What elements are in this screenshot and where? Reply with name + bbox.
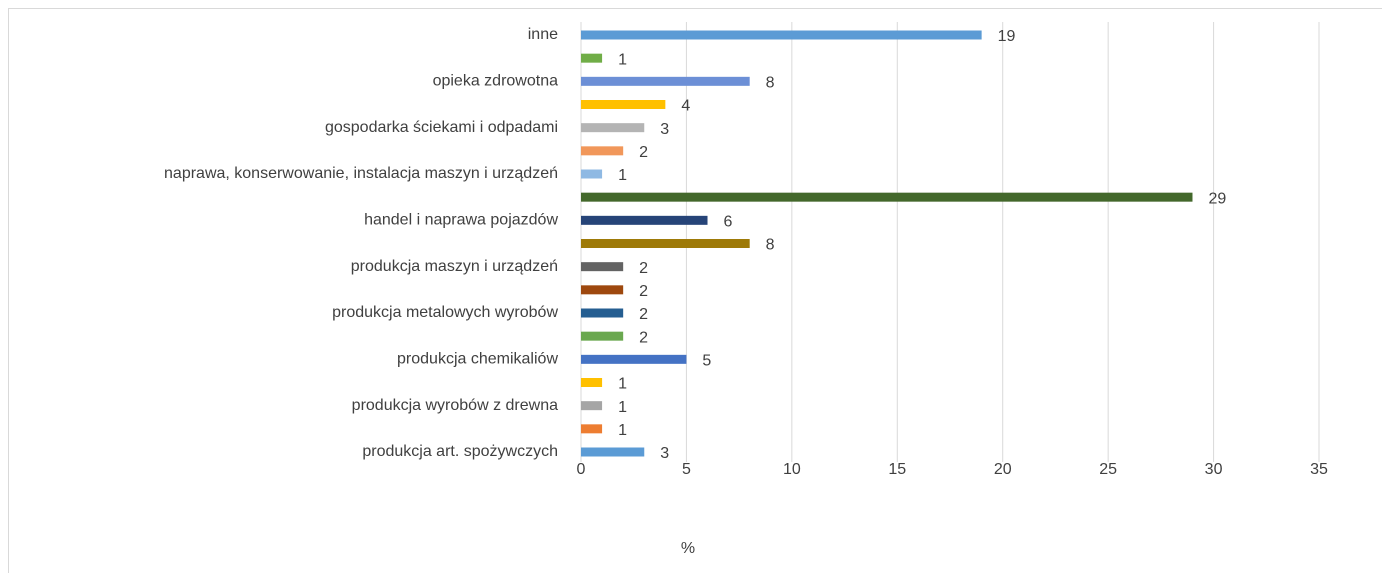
bar	[581, 378, 603, 387]
bar	[581, 53, 603, 63]
data-label: 8	[766, 75, 775, 92]
data-label: 6	[724, 214, 733, 231]
data-label: 2	[639, 329, 648, 346]
x-tick-label: 35	[1310, 461, 1328, 478]
bar	[581, 100, 666, 109]
y-tick-label: produkcja chemikaliów	[397, 351, 558, 368]
data-label: 3	[660, 445, 669, 462]
y-tick-label: produkcja metalowych wyrobów	[332, 304, 558, 321]
data-label: 2	[639, 144, 648, 161]
data-label: 3	[660, 121, 669, 138]
bar	[581, 146, 624, 156]
bar	[581, 123, 645, 133]
bar	[581, 447, 645, 457]
bar	[581, 354, 687, 364]
x-tick-label: 10	[783, 461, 801, 478]
data-label: 1	[618, 399, 627, 416]
bar	[581, 401, 603, 411]
data-label: 2	[639, 283, 648, 300]
x-tick-label: 25	[1099, 461, 1117, 478]
data-label: 4	[681, 98, 690, 115]
y-tick-label: handel i naprawa pojazdów	[364, 212, 558, 229]
y-tick-label: produkcja maszyn i urządzeń	[351, 258, 558, 275]
x-tick-label: 30	[1205, 461, 1223, 478]
bar	[581, 424, 603, 434]
data-label: 1	[618, 167, 627, 184]
x-tick-label: 15	[888, 461, 906, 478]
bar	[581, 331, 624, 341]
bar	[581, 192, 1193, 202]
data-label: 1	[618, 51, 627, 68]
y-tick-label: opieka zdrowotna	[433, 73, 559, 90]
bar	[581, 215, 708, 225]
data-label: 5	[702, 353, 711, 370]
bar	[581, 262, 624, 272]
y-tick-label: produkcja art. spożywczych	[362, 443, 558, 460]
y-tick-label: produkcja wyrobów z drewna	[352, 397, 558, 414]
bar	[581, 285, 624, 295]
x-tick-label: 0	[577, 461, 586, 478]
x-tick-label: 20	[994, 461, 1012, 478]
data-label: 1	[618, 376, 627, 393]
bar	[581, 169, 603, 179]
data-label: 19	[998, 28, 1016, 45]
x-axis-label: %	[681, 540, 695, 557]
bar	[581, 76, 750, 86]
x-tick-label: 5	[682, 461, 691, 478]
bar	[581, 239, 750, 248]
y-tick-label: naprawa, konserwowanie, instalacja maszy…	[164, 165, 558, 182]
chart-border	[8, 8, 1382, 573]
data-label: 2	[639, 306, 648, 323]
data-label: 1	[618, 422, 627, 439]
y-tick-label: inne	[528, 26, 558, 43]
data-label: 8	[766, 237, 775, 254]
bar	[581, 30, 982, 40]
data-label: 29	[1208, 190, 1226, 207]
data-label: 2	[639, 260, 648, 277]
y-tick-label: gospodarka ściekami i odpadami	[325, 119, 558, 136]
bar	[581, 308, 624, 318]
